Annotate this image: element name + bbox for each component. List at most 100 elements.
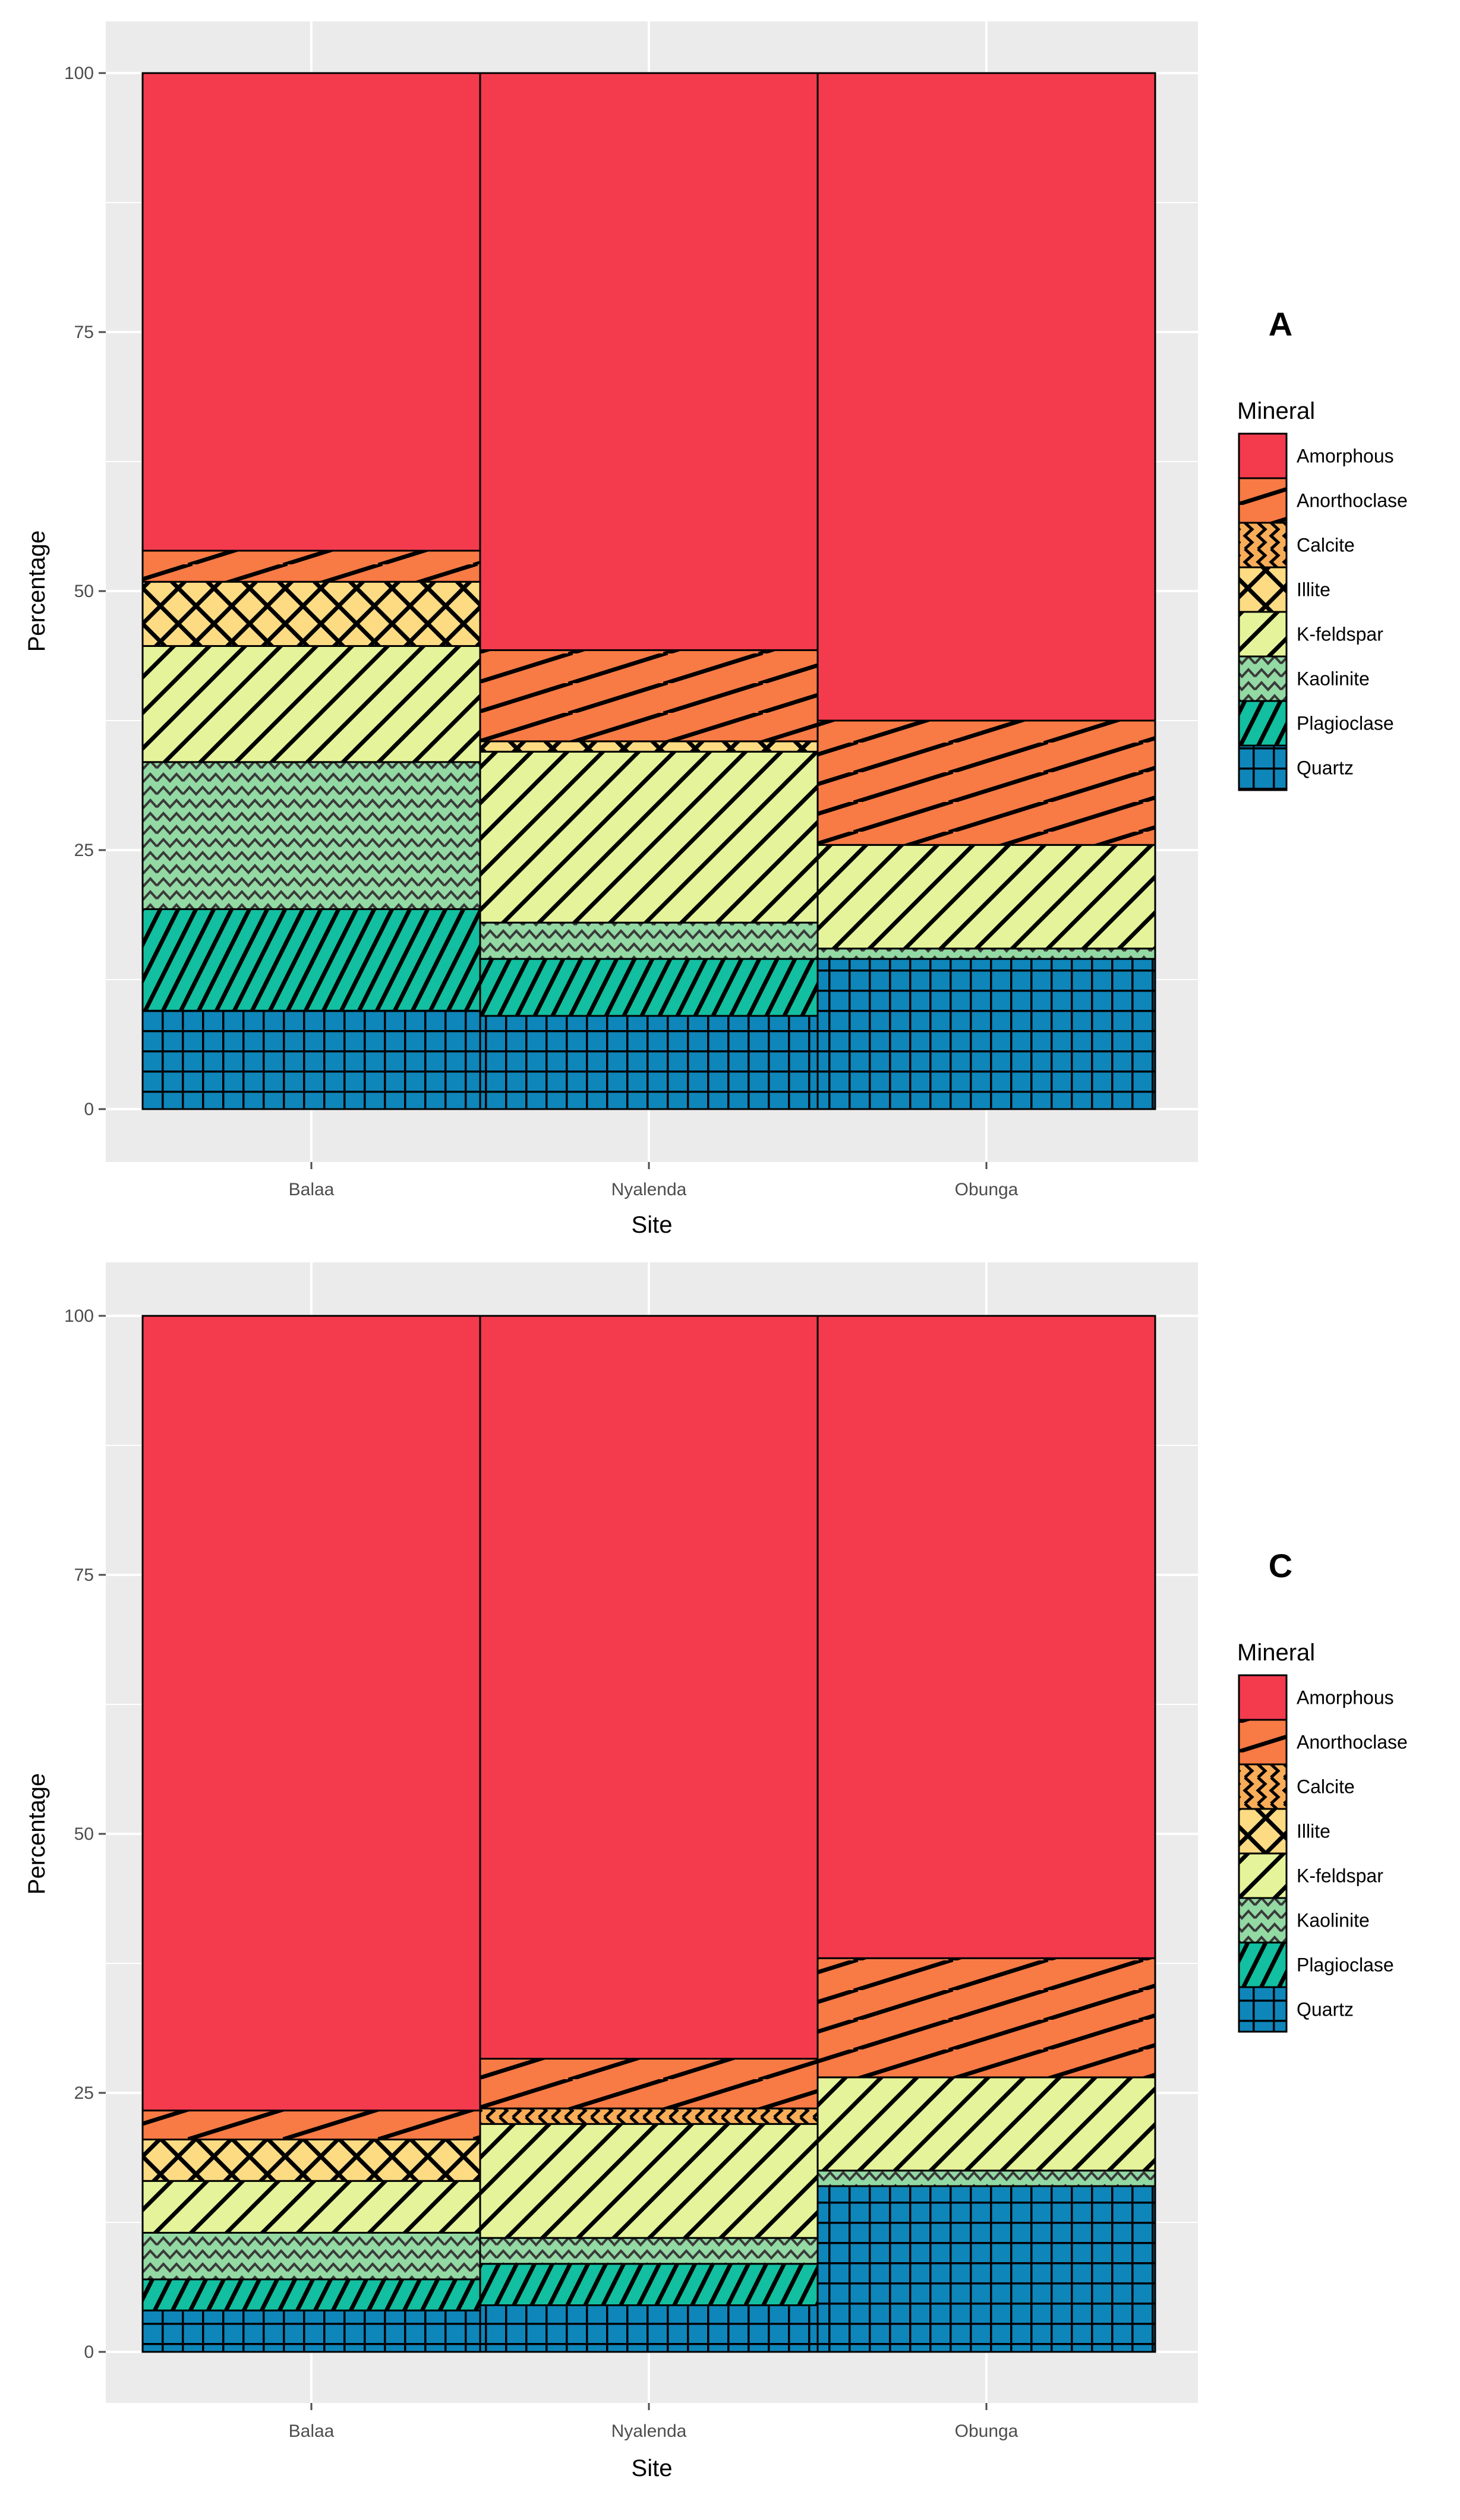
bar-stack-obunga [816,72,1156,1110]
legend-key-amorphous [1238,1674,1288,1721]
legend-label-anorthoclase: Anorthoclase [1297,1732,1408,1753]
y-axis-title: Percentage [24,1773,50,1895]
legend-key-plagioclase [1238,700,1288,747]
bar-segment-nyalenda-amorphous [479,1315,819,2060]
x-axis-title: Site [632,1212,673,1238]
legend-label-amorphous: Amorphous [1297,446,1394,467]
bar-segment-obunga-kaolinite [816,948,1156,960]
bar-segment-obunga-quartz [816,2185,1156,2353]
panel-label: C [1269,1547,1292,1584]
legend-title: Mineral [1237,398,1315,424]
legend-label-anorthoclase: Anorthoclase [1297,490,1408,511]
bar-segment-nyalenda-kaolinite [479,921,819,960]
legend-key-anorthoclase [1238,477,1288,524]
bar-segment-nyalenda-illite [479,740,819,753]
x-tick-label-balaa: Balaa [289,2421,335,2441]
bar-segment-balaa-illite [141,2138,481,2182]
legend-label-illite: Illite [1297,579,1330,601]
bar-segment-obunga-amorphous [816,1315,1156,1959]
bar-segment-nyalenda-anorthoclase [479,649,819,743]
y-tick-label: 50 [74,582,94,601]
bar-segment-balaa-plagioclase [141,2278,481,2311]
legend-key-amorphous [1238,432,1288,479]
legend-key-plagioclase [1238,1941,1288,1988]
bar-segment-balaa-amorphous [141,72,481,552]
bar-stack-obunga [816,1315,1156,2353]
legend-title: Mineral [1237,1640,1315,1666]
legend-label-plagioclase: Plagioclase [1297,1954,1394,1976]
bar-segment-obunga-k-feldspar [816,2076,1156,2172]
legend: Mineral Amorphous Anorthoclase Calcite Illit… [1237,398,1408,791]
panel-label: A [1269,305,1292,343]
legend-key-calcite [1238,1763,1288,1810]
x-tick-label-balaa: Balaa [289,1180,335,1199]
bar-segment-balaa-quartz [141,2309,481,2353]
bar-segment-nyalenda-anorthoclase [479,2057,819,2110]
bar-stack-balaa [141,72,481,1110]
legend-key-kaolinite [1238,1897,1288,1944]
bar-segment-balaa-k-feldspar [141,645,481,763]
legend-key-k-feldspar [1238,1852,1288,1899]
legend-label-illite: Illite [1297,1821,1330,1842]
legend-key-quartz [1238,1986,1288,2033]
bar-segment-obunga-amorphous [816,72,1156,722]
x-tick-label-nyalenda: Nyalenda [611,1180,687,1199]
legend-key-illite [1238,1808,1288,1855]
legend-label-quartz: Quartz [1297,1999,1354,2020]
y-tick-label: 75 [74,1565,94,1585]
bar-segment-obunga-anorthoclase [816,1957,1156,2079]
chart-panel-a: 0 25 50 75 100 Balaa Nyalenda Obunga Site Percent… [24,21,1408,1238]
x-tick-label-obunga: Obunga [955,1180,1018,1199]
bar-segment-balaa-amorphous [141,1315,481,2112]
bar-segment-balaa-quartz [141,1009,481,1110]
legend: Mineral Amorphous Anorthoclase Calcite Illit… [1237,1640,1408,2033]
y-tick-label: 75 [74,323,94,342]
legend-label-kaolinite: Kaolinite [1297,1910,1370,1931]
x-tick-label-obunga: Obunga [955,2421,1018,2441]
legend-key-k-feldspar [1238,611,1288,658]
legend-label-plagioclase: Plagioclase [1297,713,1394,734]
bar-segment-balaa-kaolinite [141,2231,481,2281]
y-tick-label: 100 [64,64,94,83]
bar-segment-nyalenda-kaolinite [479,2237,819,2265]
legend-key-kaolinite [1238,655,1288,702]
bar-stack-nyalenda [479,1315,819,2353]
bar-segment-nyalenda-plagioclase [479,2263,819,2307]
bar-segment-nyalenda-calcite [479,2107,819,2125]
bar-segment-nyalenda-k-feldspar [479,750,819,924]
chart-panel-c: 0 25 50 75 100 Balaa Nyalenda Obunga Site Percent… [24,1262,1408,2481]
y-tick-label: 0 [84,1100,94,1119]
y-axis-title: Percentage [24,530,50,652]
bar-segment-balaa-kaolinite [141,761,481,910]
bar-segment-nyalenda-plagioclase [479,958,819,1017]
x-tick-label-nyalenda: Nyalenda [611,2421,687,2441]
legend-key-calcite [1238,522,1288,569]
bar-segment-nyalenda-quartz [479,1015,819,1110]
legend-key-quartz [1238,744,1288,791]
bar-segment-obunga-anorthoclase [816,719,1156,846]
y-tick-label: 0 [84,2342,94,2362]
legend-label-k-feldspar: K-feldspar [1297,1865,1383,1887]
bar-segment-balaa-illite [141,580,481,647]
bar-segment-balaa-anorthoclase [141,550,481,583]
y-tick-label: 100 [64,1306,94,1326]
x-axis-title: Site [632,2455,673,2481]
legend-label-quartz: Quartz [1297,757,1354,779]
bar-segment-obunga-k-feldspar [816,844,1156,950]
legend-label-k-feldspar: K-feldspar [1297,624,1383,645]
bar-segment-nyalenda-quartz [479,2304,819,2353]
bar-segment-balaa-k-feldspar [141,2180,481,2234]
legend-label-amorphous: Amorphous [1297,1687,1394,1709]
legend-key-anorthoclase [1238,1719,1288,1766]
y-tick-label: 50 [74,1824,94,1844]
bar-segment-nyalenda-k-feldspar [479,2123,819,2239]
bar-segment-obunga-kaolinite [816,2170,1156,2187]
bar-stack-nyalenda [479,72,819,1110]
bar-segment-balaa-anorthoclase [141,2110,481,2140]
bar-segment-obunga-quartz [816,958,1156,1110]
y-tick-label: 25 [74,841,94,860]
legend-label-kaolinite: Kaolinite [1297,668,1370,690]
bar-segment-nyalenda-amorphous [479,72,819,651]
bar-stack-balaa [141,1315,481,2353]
